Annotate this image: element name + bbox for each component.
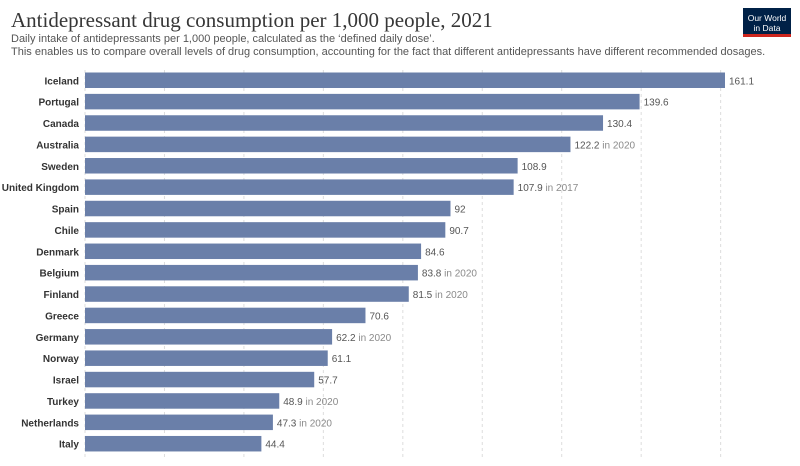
category-label: Sweden <box>41 162 79 173</box>
value-label: 48.9 in 2020 <box>283 397 338 408</box>
logo-line-2: in Data <box>753 22 781 33</box>
year-note: in 2020 <box>441 269 477 280</box>
value-label: 90.7 <box>449 226 469 237</box>
category-label: United Kingdom <box>2 183 79 194</box>
category-label: Italy <box>59 440 79 451</box>
category-label: Australia <box>36 140 79 151</box>
category-label: Turkey <box>47 397 79 408</box>
year-note: in 2017 <box>543 183 579 194</box>
chart-title: Antidepressant drug consumption per 1,00… <box>11 8 493 32</box>
bar <box>85 179 514 195</box>
value-label: 108.9 <box>522 162 547 173</box>
category-label: Spain <box>52 205 79 216</box>
value-label: 62.2 in 2020 <box>336 333 391 344</box>
bar <box>85 371 315 388</box>
category-label: Denmark <box>36 247 79 258</box>
category-label: Canada <box>43 119 80 130</box>
bar <box>85 393 280 409</box>
bar <box>85 307 366 324</box>
value-label: 61.1 <box>332 354 352 365</box>
bar <box>85 222 446 238</box>
value-label: 57.7 <box>318 376 338 387</box>
value-label: 70.6 <box>369 311 389 322</box>
category-label: Norway <box>43 354 80 365</box>
bar <box>85 200 451 217</box>
category-label: Germany <box>36 333 80 344</box>
bar <box>85 435 262 452</box>
bar <box>85 286 409 302</box>
bar <box>85 414 273 431</box>
category-label: Chile <box>55 226 80 237</box>
logo-accent-bar <box>743 34 791 37</box>
bar <box>85 264 418 281</box>
value-label: 47.3 in 2020 <box>277 418 332 429</box>
subtitle-line-2: This enables us to compare overall level… <box>11 46 766 58</box>
value-label: 81.5 in 2020 <box>413 290 468 301</box>
bar <box>85 350 328 366</box>
value-label: 130.4 <box>607 119 632 130</box>
category-label: Netherlands <box>21 418 79 429</box>
bar <box>85 115 604 131</box>
year-note: in 2020 <box>356 333 392 344</box>
category-label: Greece <box>45 311 79 322</box>
bar <box>85 158 518 174</box>
value-label: 139.6 <box>644 98 669 109</box>
logo-line-1: Our World <box>747 12 787 23</box>
category-label: Iceland <box>45 76 79 87</box>
chart-subtitle: Daily intake of antidepressants per 1,00… <box>11 33 765 59</box>
category-label: Belgium <box>40 269 80 280</box>
value-label: 44.4 <box>265 440 285 451</box>
bar <box>85 93 640 110</box>
year-note: in 2020 <box>303 397 339 408</box>
category-label: Finland <box>43 290 79 301</box>
value-label: 161.1 <box>729 76 754 87</box>
category-label: Israel <box>53 376 79 387</box>
category-label: Portugal <box>38 98 79 109</box>
year-note: in 2020 <box>432 290 468 301</box>
value-label: 83.8 in 2020 <box>422 269 477 280</box>
subtitle-line-1: Daily intake of antidepressants per 1,00… <box>11 33 435 45</box>
owid-logo[interactable]: Our World in Data <box>743 8 791 37</box>
value-label: 107.9 in 2017 <box>518 183 579 194</box>
bar <box>85 72 725 88</box>
value-label: 92 <box>454 205 466 216</box>
value-label: 84.6 <box>425 247 445 258</box>
bar <box>85 243 422 260</box>
bar <box>85 329 333 345</box>
value-label: 122.2 in 2020 <box>574 140 635 151</box>
year-note: in 2020 <box>296 418 332 429</box>
bar <box>85 136 571 153</box>
year-note: in 2020 <box>599 140 635 151</box>
